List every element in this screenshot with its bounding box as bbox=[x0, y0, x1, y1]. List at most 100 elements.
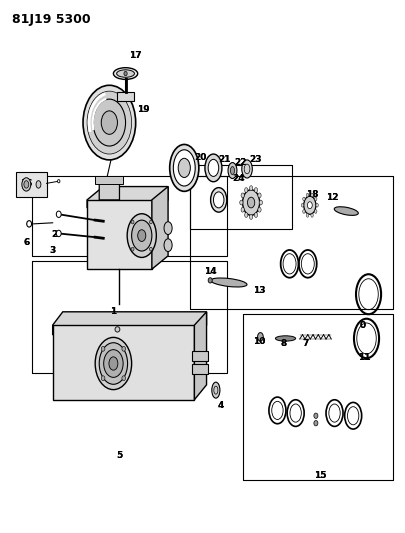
Ellipse shape bbox=[315, 209, 317, 213]
Ellipse shape bbox=[242, 160, 252, 178]
Ellipse shape bbox=[275, 336, 296, 341]
Text: 22: 22 bbox=[235, 158, 247, 167]
Ellipse shape bbox=[254, 188, 258, 192]
Ellipse shape bbox=[334, 207, 358, 215]
Text: 7: 7 bbox=[303, 340, 309, 348]
Ellipse shape bbox=[109, 357, 118, 370]
Ellipse shape bbox=[131, 220, 134, 224]
Ellipse shape bbox=[303, 197, 305, 201]
Text: 0: 0 bbox=[359, 321, 366, 329]
Ellipse shape bbox=[230, 166, 234, 175]
Text: 2: 2 bbox=[51, 230, 58, 239]
Text: 10: 10 bbox=[253, 337, 265, 345]
Text: 12: 12 bbox=[326, 193, 338, 201]
Bar bbox=[16, 172, 47, 197]
Ellipse shape bbox=[314, 413, 318, 418]
Text: 18: 18 bbox=[306, 190, 318, 199]
Text: 1: 1 bbox=[110, 308, 117, 316]
Text: 8: 8 bbox=[280, 340, 287, 348]
Text: 21: 21 bbox=[219, 156, 231, 164]
Ellipse shape bbox=[213, 192, 224, 208]
Ellipse shape bbox=[122, 346, 126, 351]
Text: 81J19 5300: 81J19 5300 bbox=[12, 13, 91, 26]
Ellipse shape bbox=[149, 247, 152, 251]
Ellipse shape bbox=[258, 207, 261, 212]
Ellipse shape bbox=[124, 71, 127, 76]
Bar bbox=[95, 176, 123, 184]
Ellipse shape bbox=[240, 200, 243, 205]
Ellipse shape bbox=[306, 214, 309, 217]
Ellipse shape bbox=[93, 99, 126, 146]
Text: 7: 7 bbox=[303, 340, 309, 348]
Text: 24: 24 bbox=[232, 174, 245, 183]
Ellipse shape bbox=[211, 188, 227, 212]
Ellipse shape bbox=[138, 230, 146, 241]
Ellipse shape bbox=[316, 203, 318, 207]
Text: 16: 16 bbox=[20, 180, 32, 188]
Ellipse shape bbox=[241, 193, 244, 198]
Text: 23: 23 bbox=[249, 156, 261, 164]
Ellipse shape bbox=[301, 203, 304, 207]
Polygon shape bbox=[99, 178, 119, 200]
Ellipse shape bbox=[149, 220, 152, 224]
Text: 4: 4 bbox=[217, 401, 224, 409]
Ellipse shape bbox=[113, 68, 138, 79]
Bar bbox=[192, 364, 208, 374]
Polygon shape bbox=[87, 200, 152, 269]
Ellipse shape bbox=[243, 190, 260, 215]
Text: 10: 10 bbox=[253, 337, 265, 345]
Text: 0: 0 bbox=[359, 321, 366, 329]
Text: 18: 18 bbox=[306, 190, 318, 199]
Ellipse shape bbox=[249, 186, 253, 191]
Text: 15: 15 bbox=[314, 471, 326, 480]
Ellipse shape bbox=[24, 181, 29, 188]
Text: 20: 20 bbox=[194, 153, 207, 161]
Ellipse shape bbox=[173, 150, 195, 186]
Ellipse shape bbox=[58, 180, 60, 183]
Ellipse shape bbox=[249, 215, 253, 220]
Ellipse shape bbox=[164, 222, 172, 235]
Ellipse shape bbox=[131, 247, 134, 251]
Ellipse shape bbox=[259, 200, 262, 205]
Ellipse shape bbox=[164, 239, 172, 252]
Text: 11: 11 bbox=[358, 353, 371, 361]
Text: 17: 17 bbox=[129, 52, 142, 60]
Ellipse shape bbox=[205, 154, 222, 182]
Text: 4: 4 bbox=[217, 401, 224, 409]
Ellipse shape bbox=[36, 181, 41, 188]
Ellipse shape bbox=[311, 214, 313, 217]
Ellipse shape bbox=[101, 111, 117, 134]
Ellipse shape bbox=[56, 230, 61, 237]
Text: 11: 11 bbox=[358, 353, 371, 361]
Ellipse shape bbox=[178, 158, 190, 177]
Text: 24: 24 bbox=[232, 174, 245, 183]
Ellipse shape bbox=[306, 193, 309, 197]
Ellipse shape bbox=[258, 333, 263, 341]
Text: 16: 16 bbox=[20, 180, 32, 188]
Text: 12: 12 bbox=[326, 193, 338, 201]
Ellipse shape bbox=[127, 214, 156, 257]
Ellipse shape bbox=[307, 201, 312, 208]
Text: 21: 21 bbox=[219, 156, 231, 164]
Ellipse shape bbox=[247, 197, 255, 208]
Ellipse shape bbox=[170, 144, 199, 191]
Ellipse shape bbox=[208, 278, 212, 283]
Text: 3: 3 bbox=[49, 246, 56, 255]
Ellipse shape bbox=[311, 193, 313, 197]
Ellipse shape bbox=[115, 327, 120, 332]
Ellipse shape bbox=[117, 70, 134, 77]
Text: 5: 5 bbox=[116, 451, 123, 460]
Ellipse shape bbox=[303, 209, 305, 213]
Text: 2: 2 bbox=[51, 230, 58, 239]
Polygon shape bbox=[152, 187, 168, 269]
Ellipse shape bbox=[314, 421, 318, 426]
Text: 23: 23 bbox=[249, 156, 261, 164]
Text: 13: 13 bbox=[253, 286, 265, 295]
Ellipse shape bbox=[211, 278, 247, 287]
Ellipse shape bbox=[245, 188, 248, 192]
Ellipse shape bbox=[101, 376, 105, 381]
Ellipse shape bbox=[95, 337, 132, 390]
Text: 17: 17 bbox=[129, 52, 142, 60]
Ellipse shape bbox=[254, 213, 258, 217]
Ellipse shape bbox=[104, 350, 123, 377]
